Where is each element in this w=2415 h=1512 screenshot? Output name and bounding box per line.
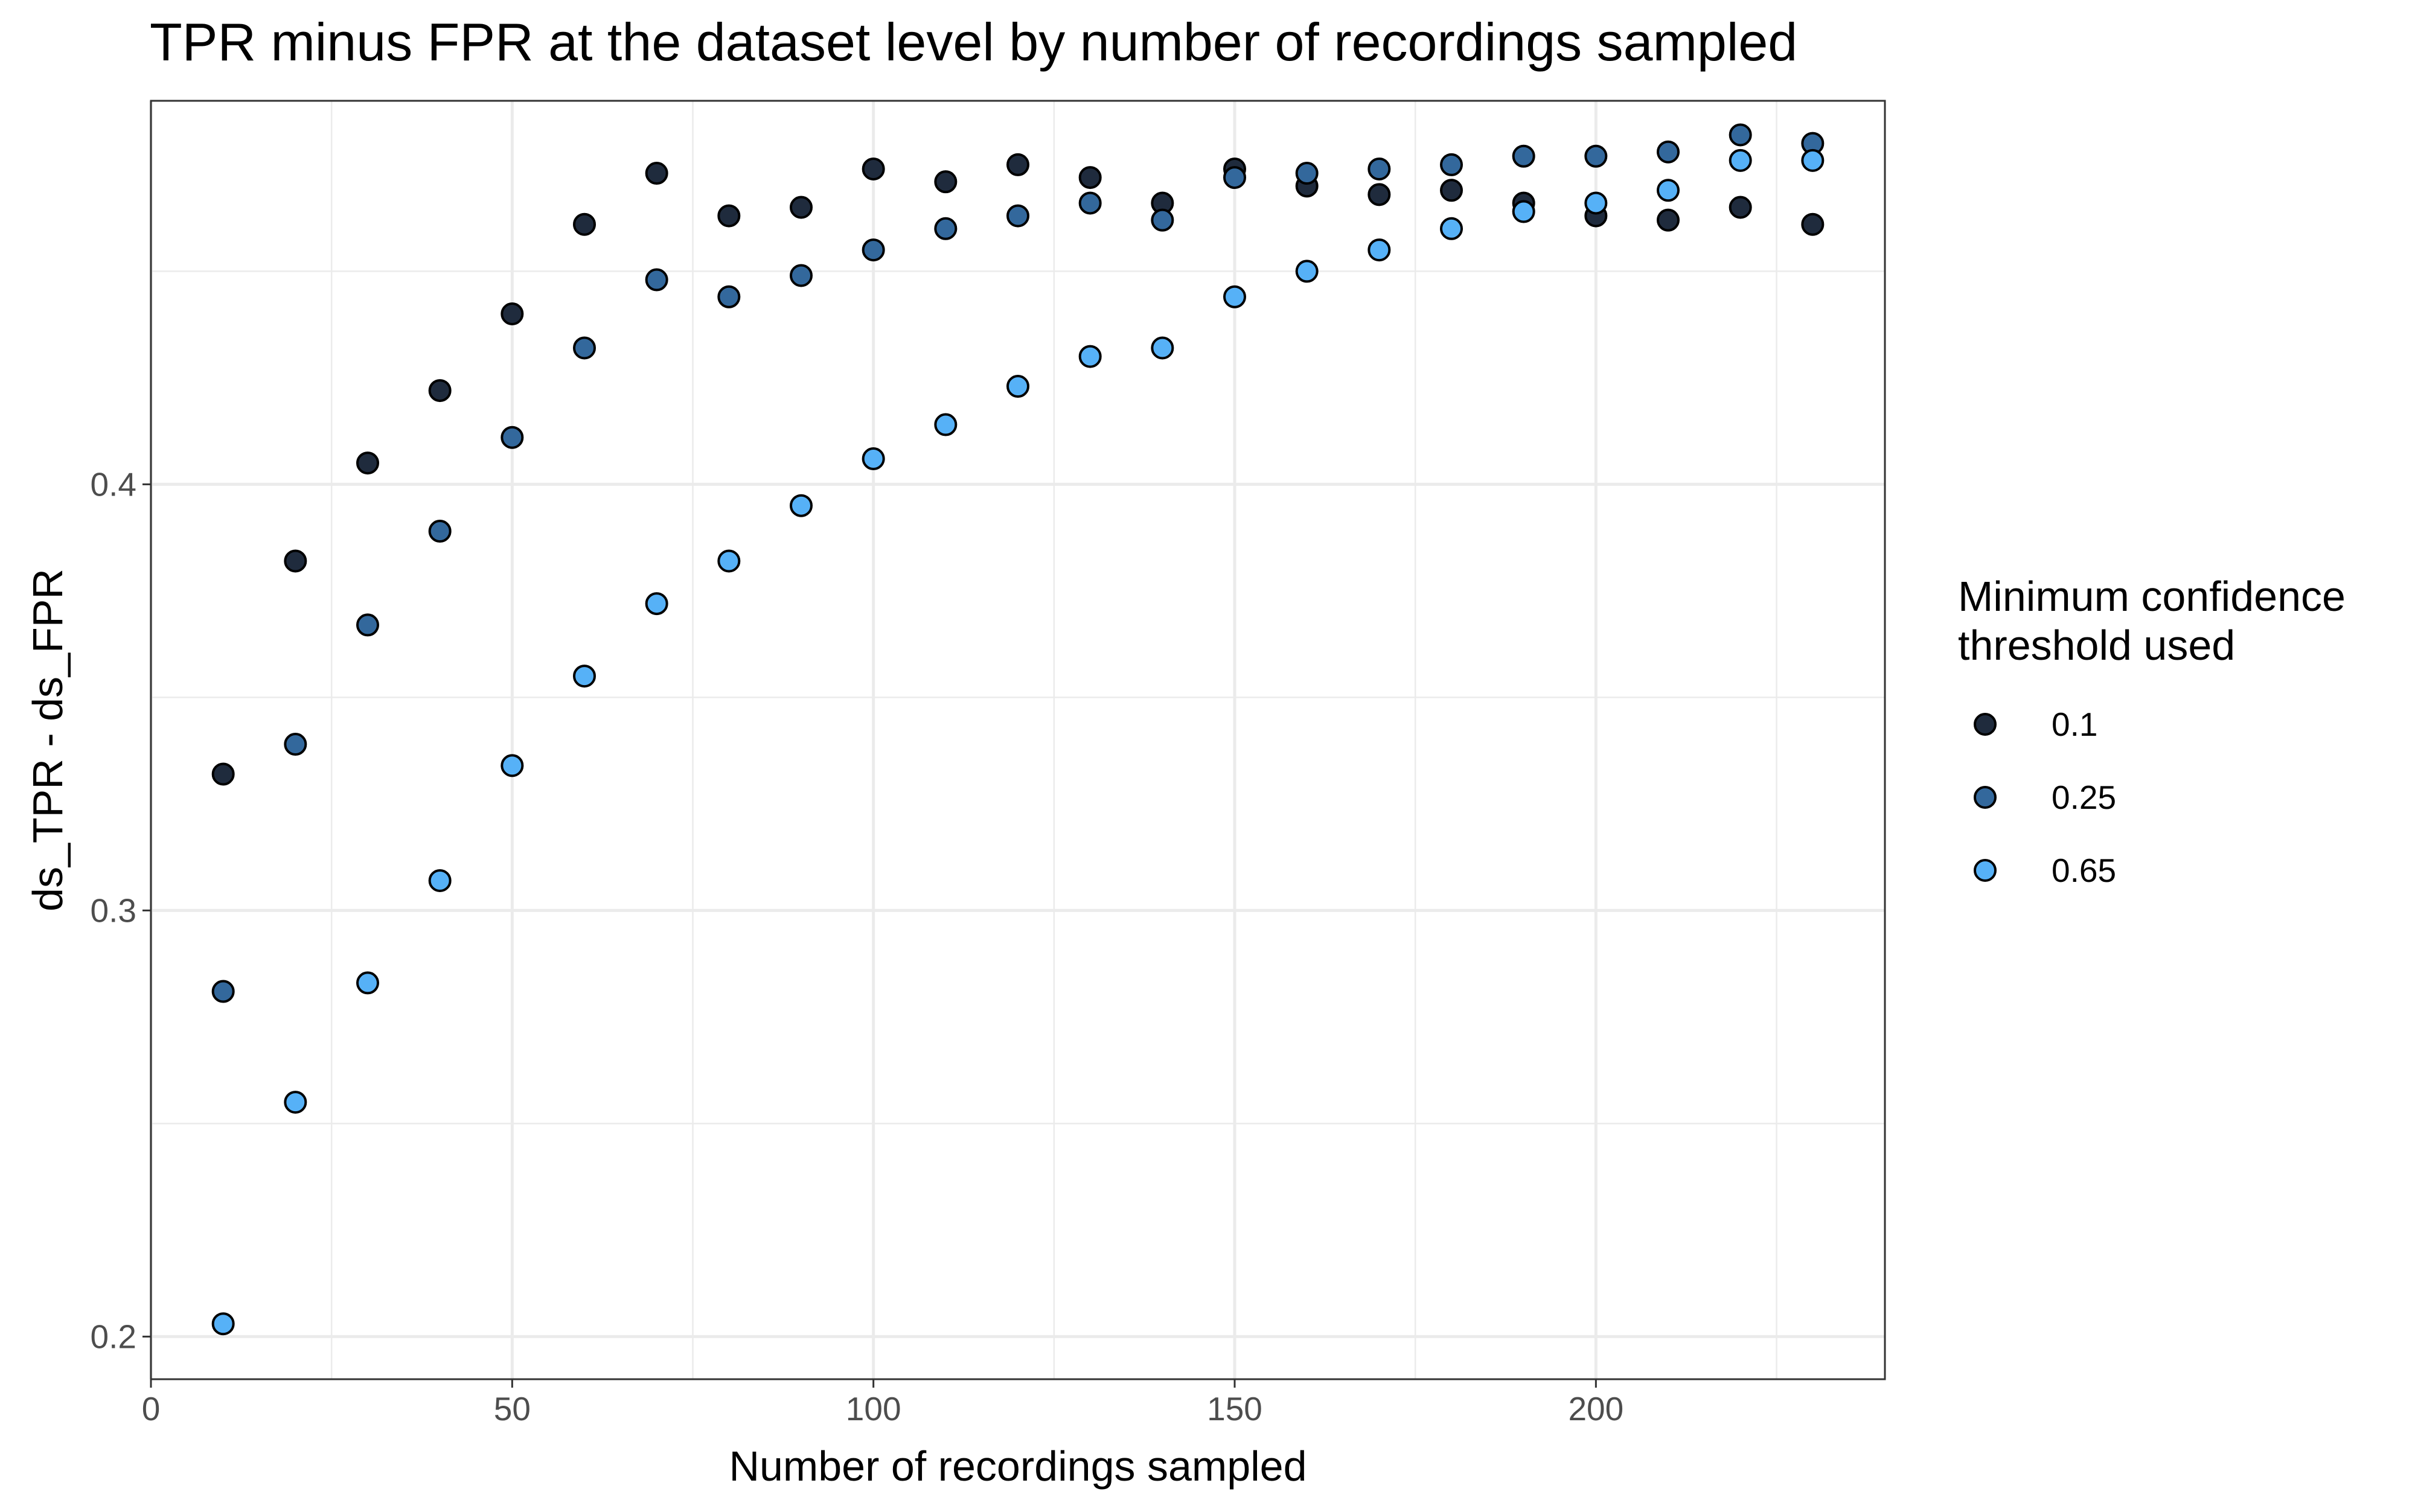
data-point — [1223, 285, 1246, 308]
plot-panel-border — [150, 100, 1886, 1380]
data-point — [1657, 179, 1680, 202]
data-point — [1657, 208, 1680, 232]
data-point — [501, 302, 524, 325]
data-point — [934, 170, 958, 194]
data-point — [717, 549, 741, 573]
legend-key-label: 0.65 — [2052, 852, 2116, 889]
data-point — [1584, 144, 1608, 168]
data-point — [1006, 153, 1029, 176]
data-point — [356, 451, 379, 475]
data-point — [284, 733, 307, 756]
data-point — [428, 379, 452, 403]
data-point — [356, 971, 379, 995]
data-point — [1006, 204, 1029, 228]
data-point — [284, 1091, 307, 1114]
legend: Minimum confidence threshold used 0.1 0.2… — [1958, 573, 2346, 889]
data-point — [1078, 166, 1102, 190]
x-tick-label: 150 — [1207, 1390, 1262, 1427]
data-point — [211, 762, 235, 786]
data-point — [428, 520, 452, 543]
data-point — [1078, 345, 1102, 368]
data-point — [356, 613, 379, 637]
series-0-25 — [211, 123, 1825, 1003]
data-point — [1512, 144, 1535, 168]
data-point — [1440, 153, 1463, 176]
data-point — [284, 549, 307, 573]
data-point — [645, 592, 668, 616]
data-point — [934, 413, 958, 436]
data-point — [1151, 208, 1174, 232]
data-point — [1801, 148, 1825, 172]
data-point — [717, 285, 741, 308]
data-point — [790, 264, 813, 287]
data-point — [573, 665, 596, 688]
x-tick-label: 0 — [142, 1390, 161, 1427]
data-point — [1078, 191, 1102, 215]
data-point — [1367, 183, 1391, 206]
data-point — [1729, 123, 1752, 147]
data-point — [1657, 140, 1680, 164]
series-0-65 — [211, 148, 1825, 1336]
axis-ticks: 0 50 100 150 200 0.2 0.3 0.4 — [91, 465, 1624, 1427]
data-point — [790, 196, 813, 219]
legend-key-label: 0.1 — [2052, 706, 2097, 743]
data-point — [790, 494, 813, 517]
x-tick-label: 100 — [846, 1390, 901, 1427]
y-tick-label: 0.3 — [91, 892, 136, 929]
x-tick-label: 200 — [1568, 1390, 1623, 1427]
y-tick-label: 0.2 — [91, 1318, 136, 1355]
legend-keys: 0.1 0.25 0.65 — [1974, 706, 2116, 889]
data-point — [211, 1312, 235, 1336]
data-point — [717, 204, 741, 228]
data-point — [573, 336, 596, 360]
data-point — [1006, 375, 1029, 398]
data-point — [1584, 191, 1608, 215]
data-point — [1151, 336, 1174, 360]
chart-title: TPR minus FPR at the dataset level by nu… — [150, 12, 1797, 72]
data-point — [862, 157, 885, 180]
data-point — [862, 238, 885, 262]
y-tick-label: 0.4 — [91, 465, 136, 503]
data-point — [1367, 238, 1391, 262]
data-point — [1440, 217, 1463, 240]
data-point — [645, 268, 668, 292]
data-point — [1729, 196, 1752, 219]
data-points — [211, 123, 1825, 1336]
legend-key-swatch — [1974, 713, 1997, 736]
y-axis-title: ds_TPR - ds_FPR — [24, 569, 71, 911]
legend-title-line-2: threshold used — [1958, 622, 2235, 669]
data-point — [1295, 260, 1319, 283]
data-point — [428, 869, 452, 892]
data-point — [1729, 148, 1752, 172]
legend-title-line-1: Minimum confidence — [1958, 573, 2346, 620]
data-point — [862, 447, 885, 471]
data-point — [1801, 212, 1825, 236]
data-point — [1440, 179, 1463, 202]
data-point — [1367, 157, 1391, 180]
data-point — [1223, 166, 1246, 190]
data-point — [1512, 200, 1535, 223]
legend-key-swatch — [1974, 786, 1997, 809]
legend-key-swatch — [1974, 859, 1997, 882]
x-tick-label: 50 — [494, 1390, 531, 1427]
legend-key-label: 0.25 — [2052, 779, 2116, 816]
data-point — [645, 162, 668, 185]
x-axis-title: Number of recordings sampled — [729, 1443, 1307, 1490]
grid — [149, 101, 1885, 1379]
data-point — [573, 212, 596, 236]
data-point — [934, 217, 958, 240]
data-point — [1295, 162, 1319, 185]
data-point — [211, 980, 235, 1003]
data-point — [501, 426, 524, 449]
data-point — [501, 754, 524, 777]
